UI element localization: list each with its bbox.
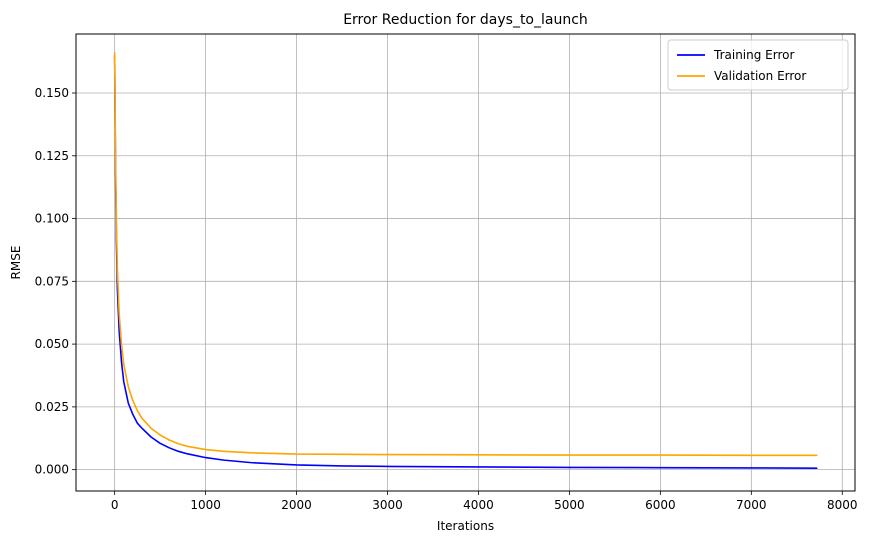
y-tick-label: 0.150	[35, 86, 69, 100]
y-tick-label: 0.100	[35, 212, 69, 226]
legend-box	[667, 39, 849, 91]
legend-label-training-error: Training Error	[713, 48, 794, 62]
x-tick-label: 7000	[736, 498, 767, 512]
y-tick-label: 0.075	[35, 274, 69, 288]
grid	[76, 34, 855, 491]
x-tick-label: 2000	[281, 498, 312, 512]
series-lines	[113, 52, 818, 469]
y-tick-label: 0.025	[35, 400, 69, 414]
x-axis-title: Iterations	[437, 519, 494, 533]
x-tick-label: 6000	[645, 498, 676, 512]
chart-title: Error Reduction for days_to_launch	[343, 12, 588, 28]
y-tick-label: 0.050	[35, 337, 69, 351]
x-tick-label: 4000	[463, 498, 494, 512]
x-tick-label: 0	[111, 498, 119, 512]
axis-ticks: 0 1000 2000 3000 4000 5000 6000 7000 8000 0.000 0.…	[35, 86, 858, 512]
x-tick-label: 8000	[827, 498, 858, 512]
x-tick-label: 1000	[190, 498, 221, 512]
plot-frame	[75, 33, 856, 492]
y-tick-label: 0.000	[35, 463, 69, 477]
legend-label-validation-error: Validation Error	[714, 69, 806, 83]
x-tick-label: 3000	[372, 498, 403, 512]
legend: Training Error Validation Error	[667, 39, 849, 91]
y-tick-label: 0.125	[35, 149, 69, 163]
series-line-validation-error	[113, 52, 818, 457]
y-axis-title: RMSE	[9, 246, 23, 280]
x-tick-label: 5000	[554, 498, 585, 512]
